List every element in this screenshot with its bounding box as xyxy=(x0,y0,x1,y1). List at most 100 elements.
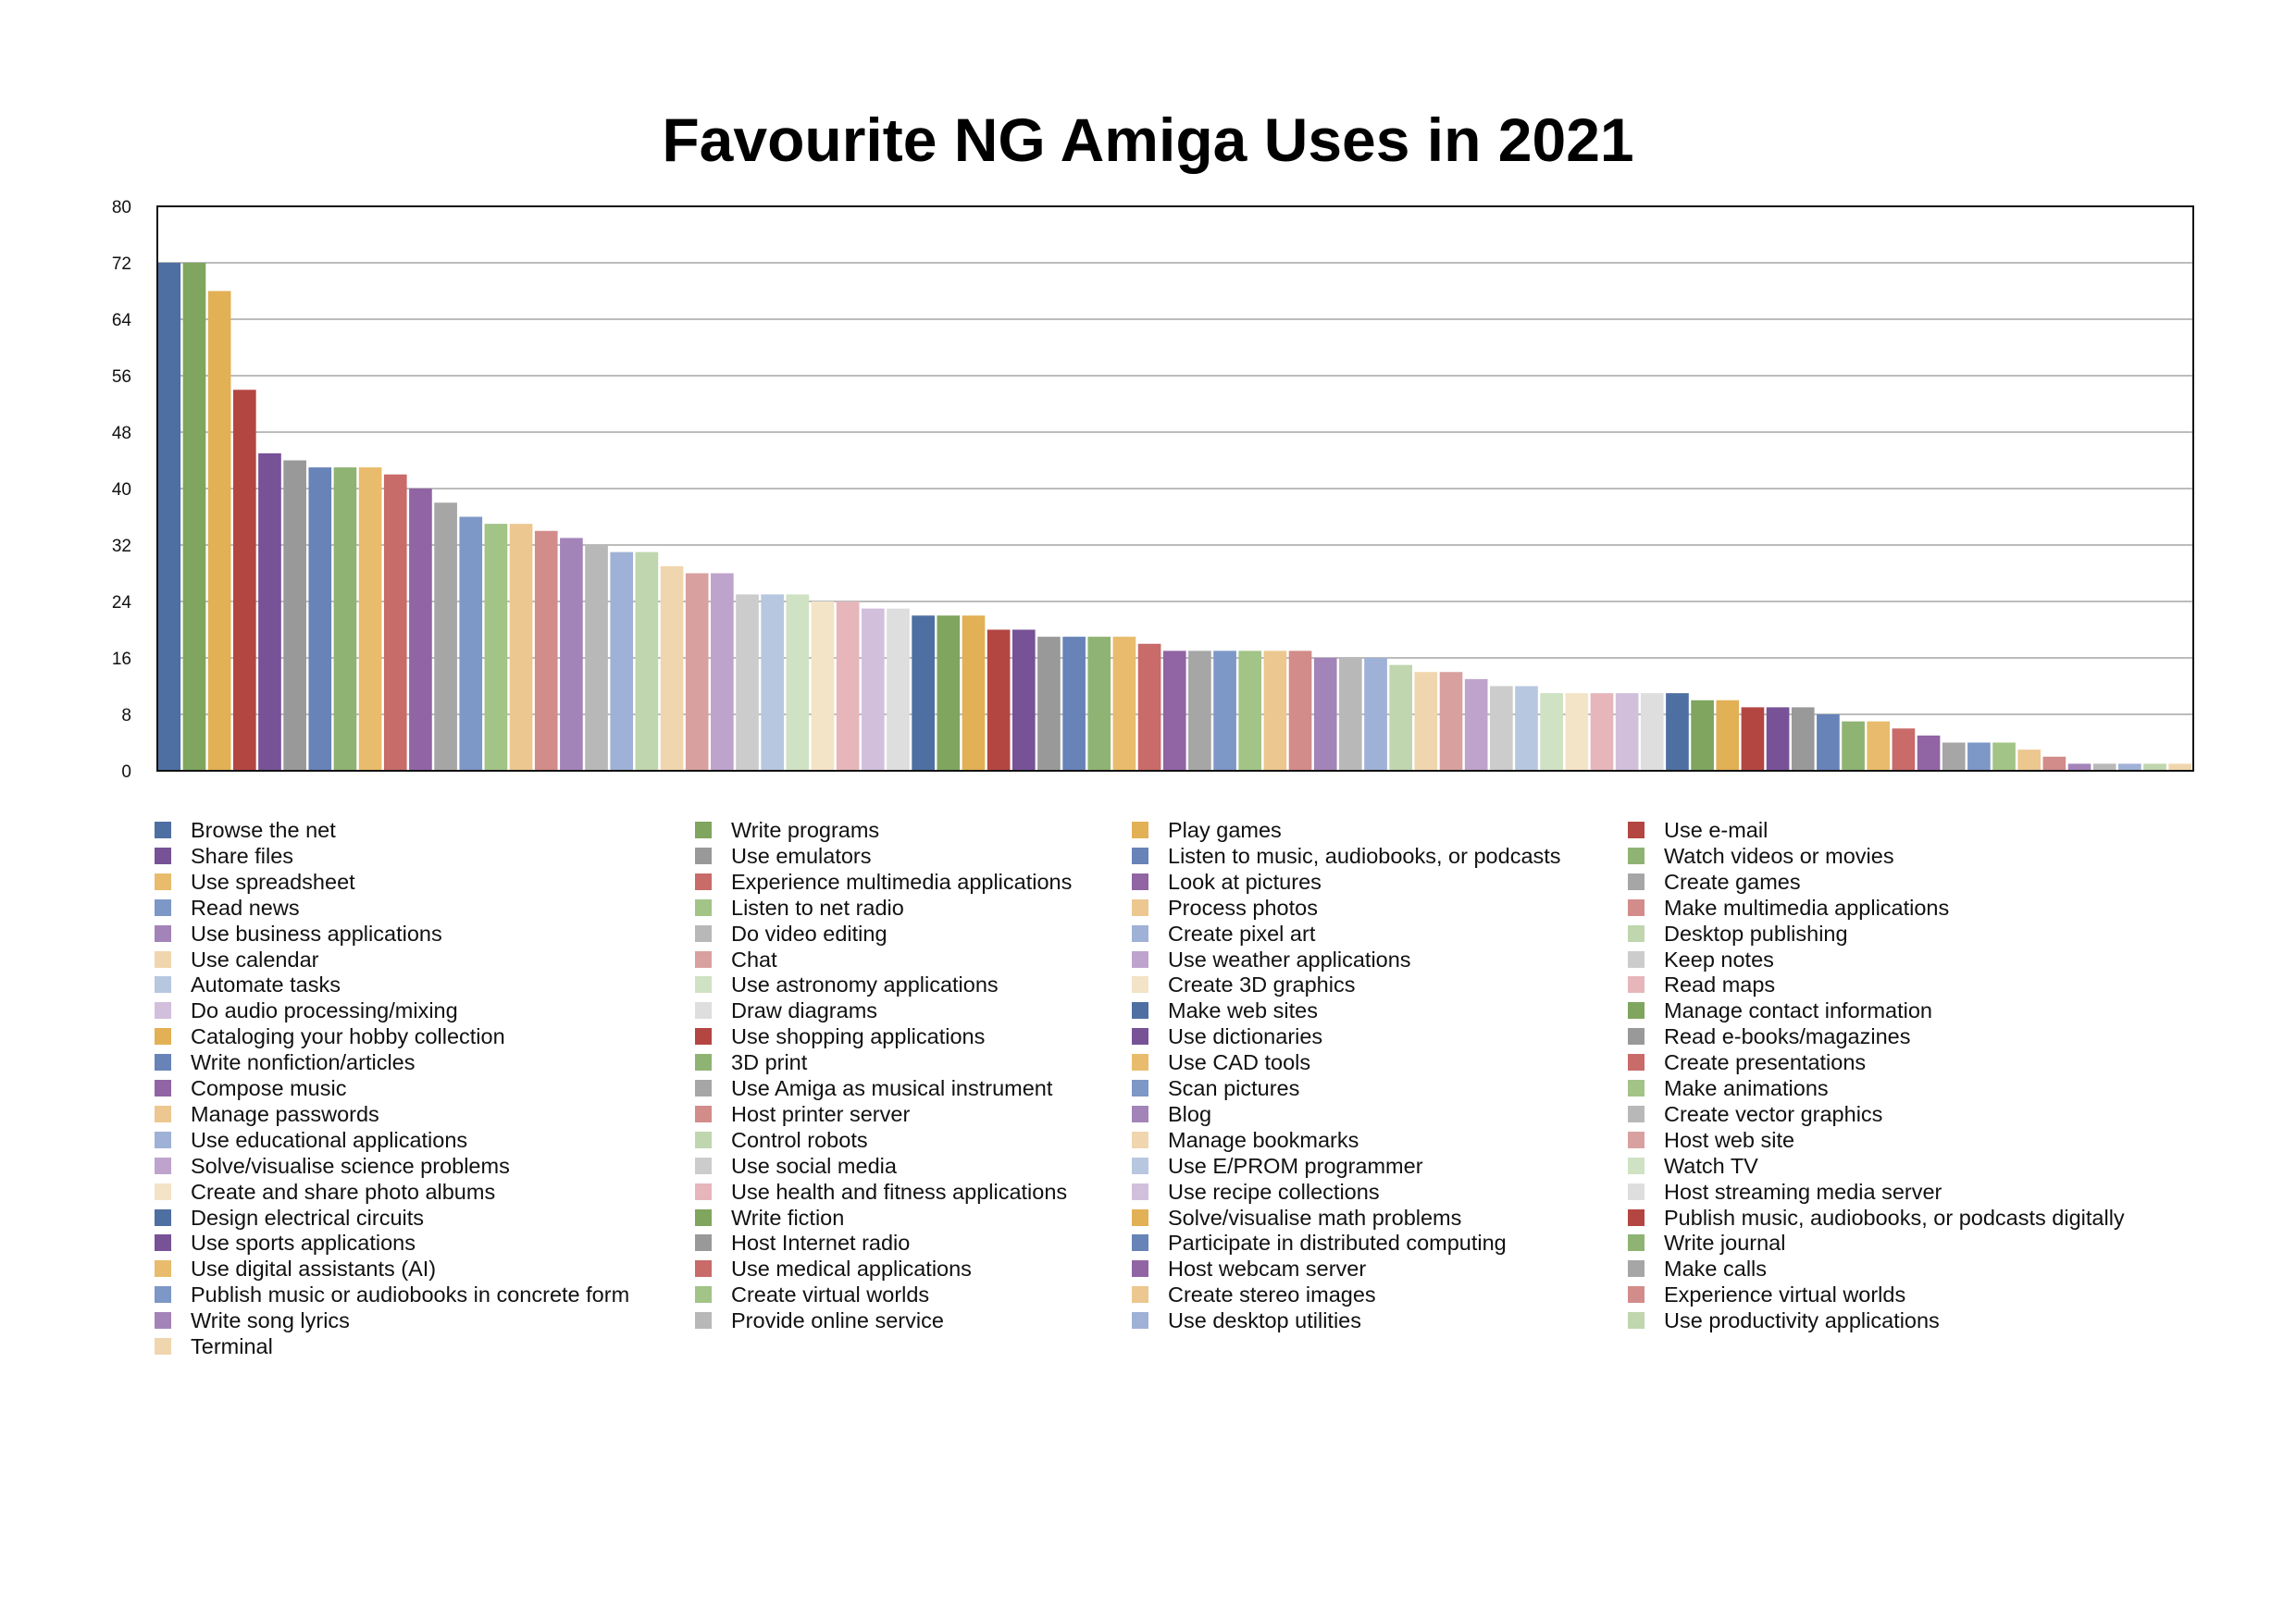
y-tick-label: 80 xyxy=(112,198,131,217)
bar xyxy=(836,601,860,771)
legend-label: Share files xyxy=(191,843,294,868)
bar xyxy=(1062,637,1086,772)
bar xyxy=(635,551,659,772)
legend-label: Read e-books/magazines xyxy=(1664,1024,1911,1049)
y-tick-label: 72 xyxy=(112,254,131,274)
legend-swatch xyxy=(155,1234,171,1252)
legend-label: Write programs xyxy=(731,818,880,842)
bar xyxy=(610,551,634,772)
legend-label: Publish music or audiobooks in concrete … xyxy=(191,1282,630,1307)
bar xyxy=(1464,678,1488,772)
bar xyxy=(283,460,306,771)
y-tick-label: 48 xyxy=(112,424,131,443)
legend-swatch xyxy=(155,1080,171,1096)
legend-swatch xyxy=(1132,898,1148,916)
legend-label: Watch videos or movies xyxy=(1664,843,1894,868)
y-tick-label: 24 xyxy=(112,593,132,613)
legend-swatch xyxy=(155,1286,171,1304)
legend-label: Host webcam server xyxy=(1168,1257,1367,1282)
bar xyxy=(1590,693,1614,772)
legend-swatch xyxy=(1132,1286,1148,1304)
legend-swatch xyxy=(1132,822,1148,838)
bar xyxy=(157,263,181,771)
bar xyxy=(232,390,256,771)
bar xyxy=(811,601,835,771)
legend-label: Do video editing xyxy=(731,921,887,946)
legend-label: Use recipe collections xyxy=(1168,1179,1380,1204)
bar xyxy=(1942,742,1966,771)
bar xyxy=(509,524,533,772)
bar xyxy=(1364,658,1387,771)
legend-label: Use emulators xyxy=(731,843,872,868)
legend-label: Terminal xyxy=(191,1334,273,1358)
bar xyxy=(1439,672,1463,771)
bar xyxy=(182,263,206,771)
bar xyxy=(258,452,281,772)
legend-swatch xyxy=(155,1208,171,1226)
legend-label: Use medical applications xyxy=(731,1257,972,1282)
legend-swatch xyxy=(1132,1260,1148,1278)
bar xyxy=(685,573,709,771)
legend-swatch xyxy=(1132,1131,1148,1148)
legend-label: Play games xyxy=(1168,818,1282,842)
bar xyxy=(1917,735,1941,772)
legend-label: Manage contact information xyxy=(1664,998,1932,1023)
legend-swatch xyxy=(1628,1028,1644,1046)
y-tick-label: 40 xyxy=(112,480,131,500)
bar xyxy=(1540,693,1563,772)
y-tick-label: 0 xyxy=(121,762,131,782)
bar xyxy=(1288,650,1312,772)
bar xyxy=(2143,763,2166,772)
bar xyxy=(1892,728,1916,771)
legend-label: Use business applications xyxy=(191,921,442,946)
bar xyxy=(912,615,935,771)
bar xyxy=(1967,742,1991,771)
bar xyxy=(1339,658,1362,771)
chart-title: Favourite NG Amiga Uses in 2021 xyxy=(662,105,1634,174)
legend-label: Do audio processing/mixing xyxy=(191,998,458,1023)
legend-swatch xyxy=(695,976,712,994)
legend-label: Create 3D graphics xyxy=(1168,973,1356,997)
legend-swatch xyxy=(155,873,171,890)
legend-swatch xyxy=(695,1105,712,1122)
legend-swatch xyxy=(1628,976,1644,994)
legend-label: Compose music xyxy=(191,1076,347,1100)
legend-swatch xyxy=(1132,1183,1148,1200)
legend-swatch xyxy=(1628,1183,1644,1200)
legend-label: Use health and fitness applications xyxy=(731,1179,1068,1204)
legend-swatch xyxy=(1132,1234,1148,1252)
legend-swatch xyxy=(1132,873,1148,890)
legend-label: Use CAD tools xyxy=(1168,1050,1311,1075)
bar xyxy=(1666,693,1689,772)
bar xyxy=(2042,756,2066,771)
legend-label: Read news xyxy=(191,895,300,920)
bar xyxy=(1037,637,1061,772)
legend-swatch xyxy=(695,1286,712,1304)
legend-swatch xyxy=(155,1260,171,1278)
legend-label: Cataloging your hobby collection xyxy=(191,1024,505,1049)
bar xyxy=(1238,650,1262,772)
legend-swatch xyxy=(1628,924,1644,942)
legend-label: Use weather applications xyxy=(1168,947,1411,972)
bar xyxy=(786,594,810,772)
legend-label: Create stereo images xyxy=(1168,1282,1376,1307)
legend-swatch xyxy=(1132,950,1148,968)
legend-label: Use sports applications xyxy=(191,1231,416,1256)
bar xyxy=(1515,686,1538,771)
legend-label: Experience virtual worlds xyxy=(1664,1282,1906,1307)
legend-label: Write fiction xyxy=(731,1205,845,1230)
legend-swatch xyxy=(1132,1157,1148,1174)
legend-swatch xyxy=(695,873,712,890)
legend-swatch xyxy=(155,1028,171,1046)
legend-swatch xyxy=(1628,1208,1644,1226)
legend-swatch xyxy=(155,924,171,942)
legend-label: Read maps xyxy=(1664,973,1776,997)
legend-swatch xyxy=(155,1002,171,1020)
legend-label: 3D print xyxy=(731,1050,808,1075)
bars xyxy=(157,263,2191,772)
legend-swatch xyxy=(1132,1028,1148,1046)
bar xyxy=(962,615,986,771)
bar xyxy=(1213,650,1236,772)
legend-swatch xyxy=(695,1054,712,1072)
